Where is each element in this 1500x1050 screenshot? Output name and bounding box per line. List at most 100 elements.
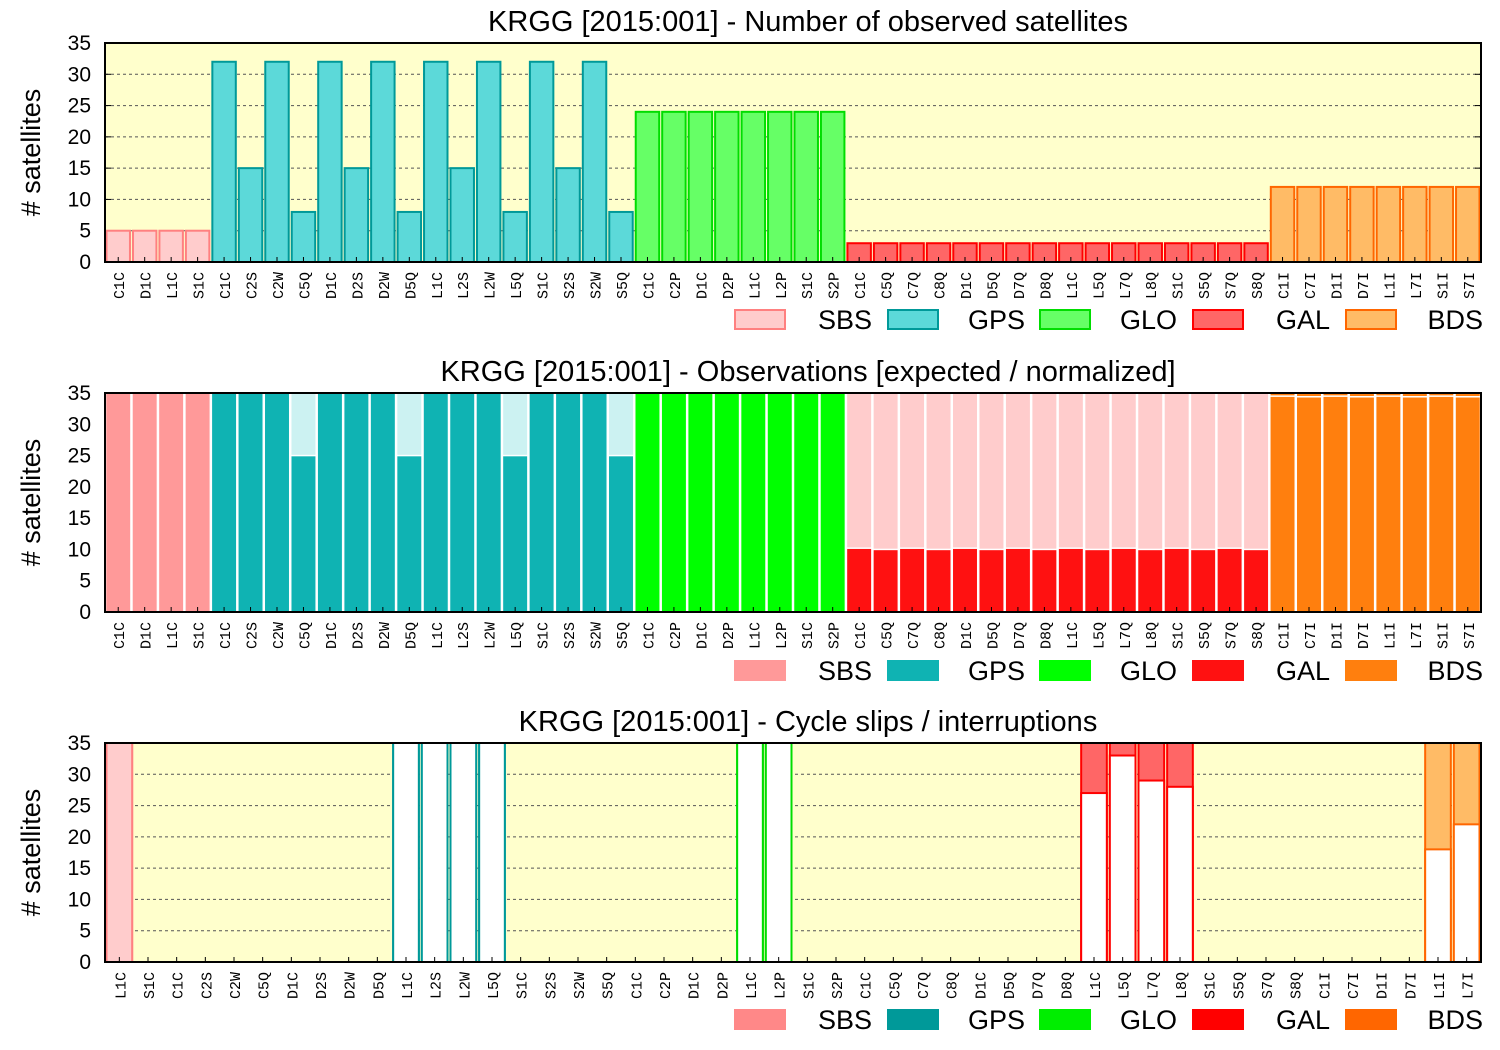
x-tick-label: C7Q	[916, 972, 933, 999]
legend-label-glo: GLO	[1120, 305, 1177, 335]
x-tick-label: S1C	[800, 622, 817, 649]
x-tick-label: C1C	[853, 622, 870, 649]
x-tick-label: L5Q	[509, 622, 526, 649]
x-tick-label: D2P	[721, 272, 738, 299]
x-tick-label: D2P	[715, 972, 732, 999]
x-tick-label: S1C	[192, 622, 209, 649]
x-tick-label: C1I	[1317, 972, 1334, 999]
x-tick-label: S2S	[543, 972, 560, 999]
x-tick-label: L1I	[1382, 622, 1399, 649]
x-tick-label: D1C	[139, 622, 156, 649]
x-tick-label: L2P	[774, 622, 791, 649]
bar-normalized-glo	[686, 392, 714, 613]
x-tick-label: S2W	[589, 272, 606, 299]
bar-normalized-gal	[1189, 548, 1217, 613]
legend-label-gal: GAL	[1276, 305, 1330, 335]
bar-normalized-gps	[369, 392, 397, 613]
x-tick-label: D1I	[1375, 972, 1392, 999]
legend-label-sbs: SBS	[818, 656, 872, 686]
bar-normalized-gps	[475, 392, 503, 613]
x-tick-label: D1C	[973, 972, 990, 999]
x-tick-label: S1C	[801, 972, 818, 999]
x-tick-label: S1C	[1171, 272, 1188, 299]
bar-glo	[819, 110, 846, 264]
x-tick-label: L5Q	[509, 272, 526, 299]
x-tick-label: L2S	[456, 272, 473, 299]
x-tick-label: C5Q	[880, 622, 897, 649]
legend-label-glo: GLO	[1120, 656, 1177, 686]
bar-normalized-gps	[289, 454, 317, 613]
x-tick-label: C5Q	[297, 272, 314, 299]
legend-swatch-sbs	[734, 1009, 786, 1030]
bar-normalized-glo	[660, 392, 688, 613]
bar-bds	[1455, 185, 1481, 264]
bar-normalized-glo	[819, 392, 847, 613]
y-tick-label: 0	[79, 251, 91, 274]
bar-normalized-gps	[316, 392, 344, 613]
x-tick-label: S7I	[1462, 622, 1479, 649]
y-tick-label: 20	[68, 476, 91, 499]
x-tick-label: S1C	[800, 272, 817, 299]
bar-normalized-gal	[925, 548, 953, 613]
x-tick-label: C1I	[1277, 622, 1294, 649]
x-tick-label: L1C	[430, 272, 447, 299]
x-tick-label: S1C	[192, 272, 209, 299]
bar-normalized-gps	[237, 392, 265, 613]
chart-panel-1: 0 5 10 15 20 25 30 35 C1C D1C L1C S1C C1C C2S C2W C5Q D1…	[16, 6, 1483, 335]
x-tick-label: S5Q	[615, 272, 632, 299]
bar-gps	[290, 210, 317, 263]
x-tick-label: C7I	[1346, 972, 1363, 999]
x-tick-label: D7Q	[1031, 972, 1048, 999]
y-tick-label: 30	[68, 413, 91, 436]
x-tick-label: L2P	[774, 272, 791, 299]
legend-label-glo: GLO	[1120, 1005, 1177, 1035]
bar-normalized-gal	[951, 547, 979, 613]
bar-slips-bds	[1424, 848, 1452, 963]
x-tick-label: C2P	[658, 972, 675, 999]
y-tick-label: 25	[68, 95, 91, 118]
x-tick-label: D8Q	[1038, 272, 1055, 299]
x-tick-label: C1C	[641, 622, 658, 649]
bar-normalized-bds	[1348, 396, 1376, 613]
x-tick-label: C1I	[1277, 272, 1294, 299]
x-tick-label: C1C	[641, 272, 658, 299]
x-tick-label: L8Q	[1144, 622, 1161, 649]
x-tick-label: L7Q	[1118, 272, 1135, 299]
legend-label-sbs: SBS	[818, 1005, 872, 1035]
bar-normalized-gal	[872, 548, 900, 613]
bar-normalized-gal	[1030, 548, 1058, 613]
bar-slips-gal	[1166, 785, 1194, 963]
bar-normalized-gal	[1083, 548, 1111, 613]
x-tick-label: S5Q	[601, 972, 618, 999]
x-tick-label: D2S	[314, 972, 331, 999]
bar-gps	[502, 210, 528, 263]
bar-glo	[661, 110, 687, 264]
legend-swatch-gal	[1192, 309, 1244, 330]
x-tick-label: C7I	[1303, 272, 1320, 299]
x-tick-label: C1C	[853, 272, 870, 299]
bar-normalized-gal	[1242, 548, 1270, 613]
legend-swatch-bds	[1345, 660, 1397, 681]
y-axis-label: # satellites	[16, 439, 46, 567]
x-tick-label: L2S	[429, 972, 446, 999]
x-tick-label: L5Q	[486, 972, 503, 999]
x-tick-label: C5Q	[887, 972, 904, 999]
x-tick-label: L1C	[747, 272, 764, 299]
x-tick-label: C8Q	[945, 972, 962, 999]
y-tick-label: 15	[68, 157, 91, 180]
y-tick-label: 30	[68, 763, 91, 786]
bar-slips-gps	[392, 742, 420, 963]
x-tick-label: S2P	[830, 972, 847, 999]
x-tick-label: L1C	[747, 622, 764, 649]
bar-bds	[1402, 185, 1428, 264]
x-tick-label: C1C	[171, 972, 188, 999]
x-tick-label: D8Q	[1059, 972, 1076, 999]
bar-bds	[1296, 185, 1322, 264]
bar-slips-gps	[449, 742, 478, 963]
x-tick-label: L1C	[113, 972, 130, 999]
bar-normalized-glo	[766, 392, 794, 613]
bar-gps	[343, 167, 370, 263]
x-tick-label: S1C	[142, 972, 159, 999]
x-tick-label: S2P	[827, 272, 844, 299]
x-tick-label: S7Q	[1224, 622, 1241, 649]
